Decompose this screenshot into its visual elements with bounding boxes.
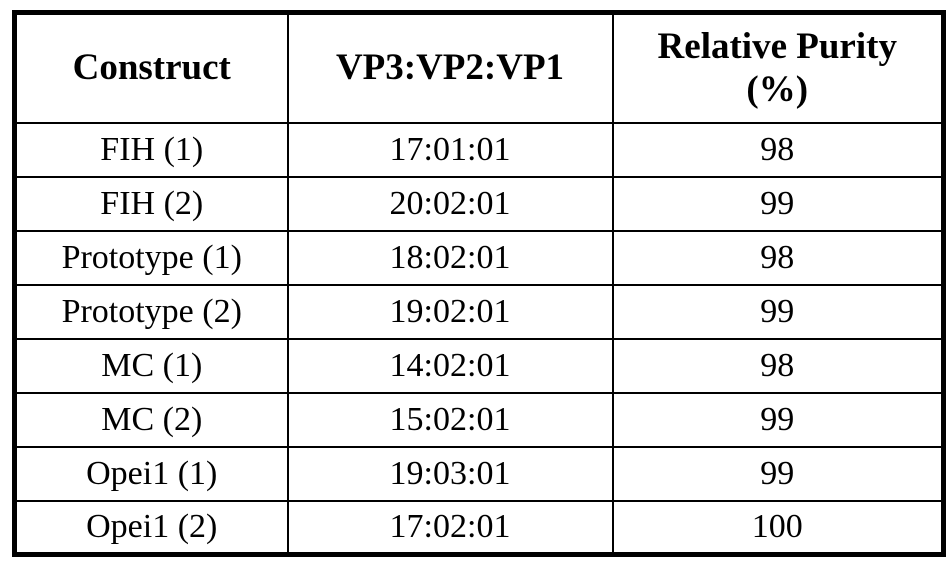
construct-cell: MC (1) [13, 337, 289, 394]
table-row: Prototype (2) 19:02:01 99 [13, 283, 945, 340]
table-body: FIH (1) 17:01:01 98 FIH (2) 20:02:01 99 … [13, 121, 945, 556]
ratio-cell: 17:01:01 [286, 121, 614, 178]
table-row: Opei1 (1) 19:03:01 99 [13, 445, 945, 502]
purity-cell: 99 [611, 283, 945, 340]
purity-cell: 98 [611, 229, 945, 286]
table-row: Prototype (1) 18:02:01 98 [13, 229, 945, 286]
table-header-row: Construct VP3:VP2:VP1 Relative Purity (%… [13, 11, 945, 124]
table-row: FIH (1) 17:01:01 98 [13, 121, 945, 178]
purity-cell: 99 [611, 175, 945, 232]
ratio-cell: 19:03:01 [286, 445, 614, 502]
purity-cell: 99 [611, 445, 945, 502]
purity-cell: 100 [611, 499, 945, 556]
table-row: Opei1 (2) 17:02:01 100 [13, 499, 945, 556]
column-header-construct: Construct [13, 11, 289, 124]
ratio-cell: 17:02:01 [286, 499, 614, 556]
construct-cell: FIH (1) [13, 121, 289, 178]
purity-cell: 98 [611, 121, 945, 178]
table-row: FIH (2) 20:02:01 99 [13, 175, 945, 232]
construct-cell: Opei1 (2) [13, 499, 289, 556]
purity-cell: 98 [611, 337, 945, 394]
ratio-cell: 15:02:01 [286, 391, 614, 448]
purity-results-table: Construct VP3:VP2:VP1 Relative Purity (%… [12, 10, 946, 557]
ratio-cell: 19:02:01 [286, 283, 614, 340]
table-row: MC (2) 15:02:01 99 [13, 391, 945, 448]
construct-cell: FIH (2) [13, 175, 289, 232]
ratio-cell: 14:02:01 [286, 337, 614, 394]
construct-cell: MC (2) [13, 391, 289, 448]
column-header-ratio: VP3:VP2:VP1 [286, 11, 614, 124]
ratio-cell: 18:02:01 [286, 229, 614, 286]
ratio-cell: 20:02:01 [286, 175, 614, 232]
purity-cell: 99 [611, 391, 945, 448]
construct-cell: Opei1 (1) [13, 445, 289, 502]
column-header-purity: Relative Purity (%) [611, 11, 945, 124]
table-row: MC (1) 14:02:01 98 [13, 337, 945, 394]
construct-cell: Prototype (2) [13, 283, 289, 340]
construct-cell: Prototype (1) [13, 229, 289, 286]
